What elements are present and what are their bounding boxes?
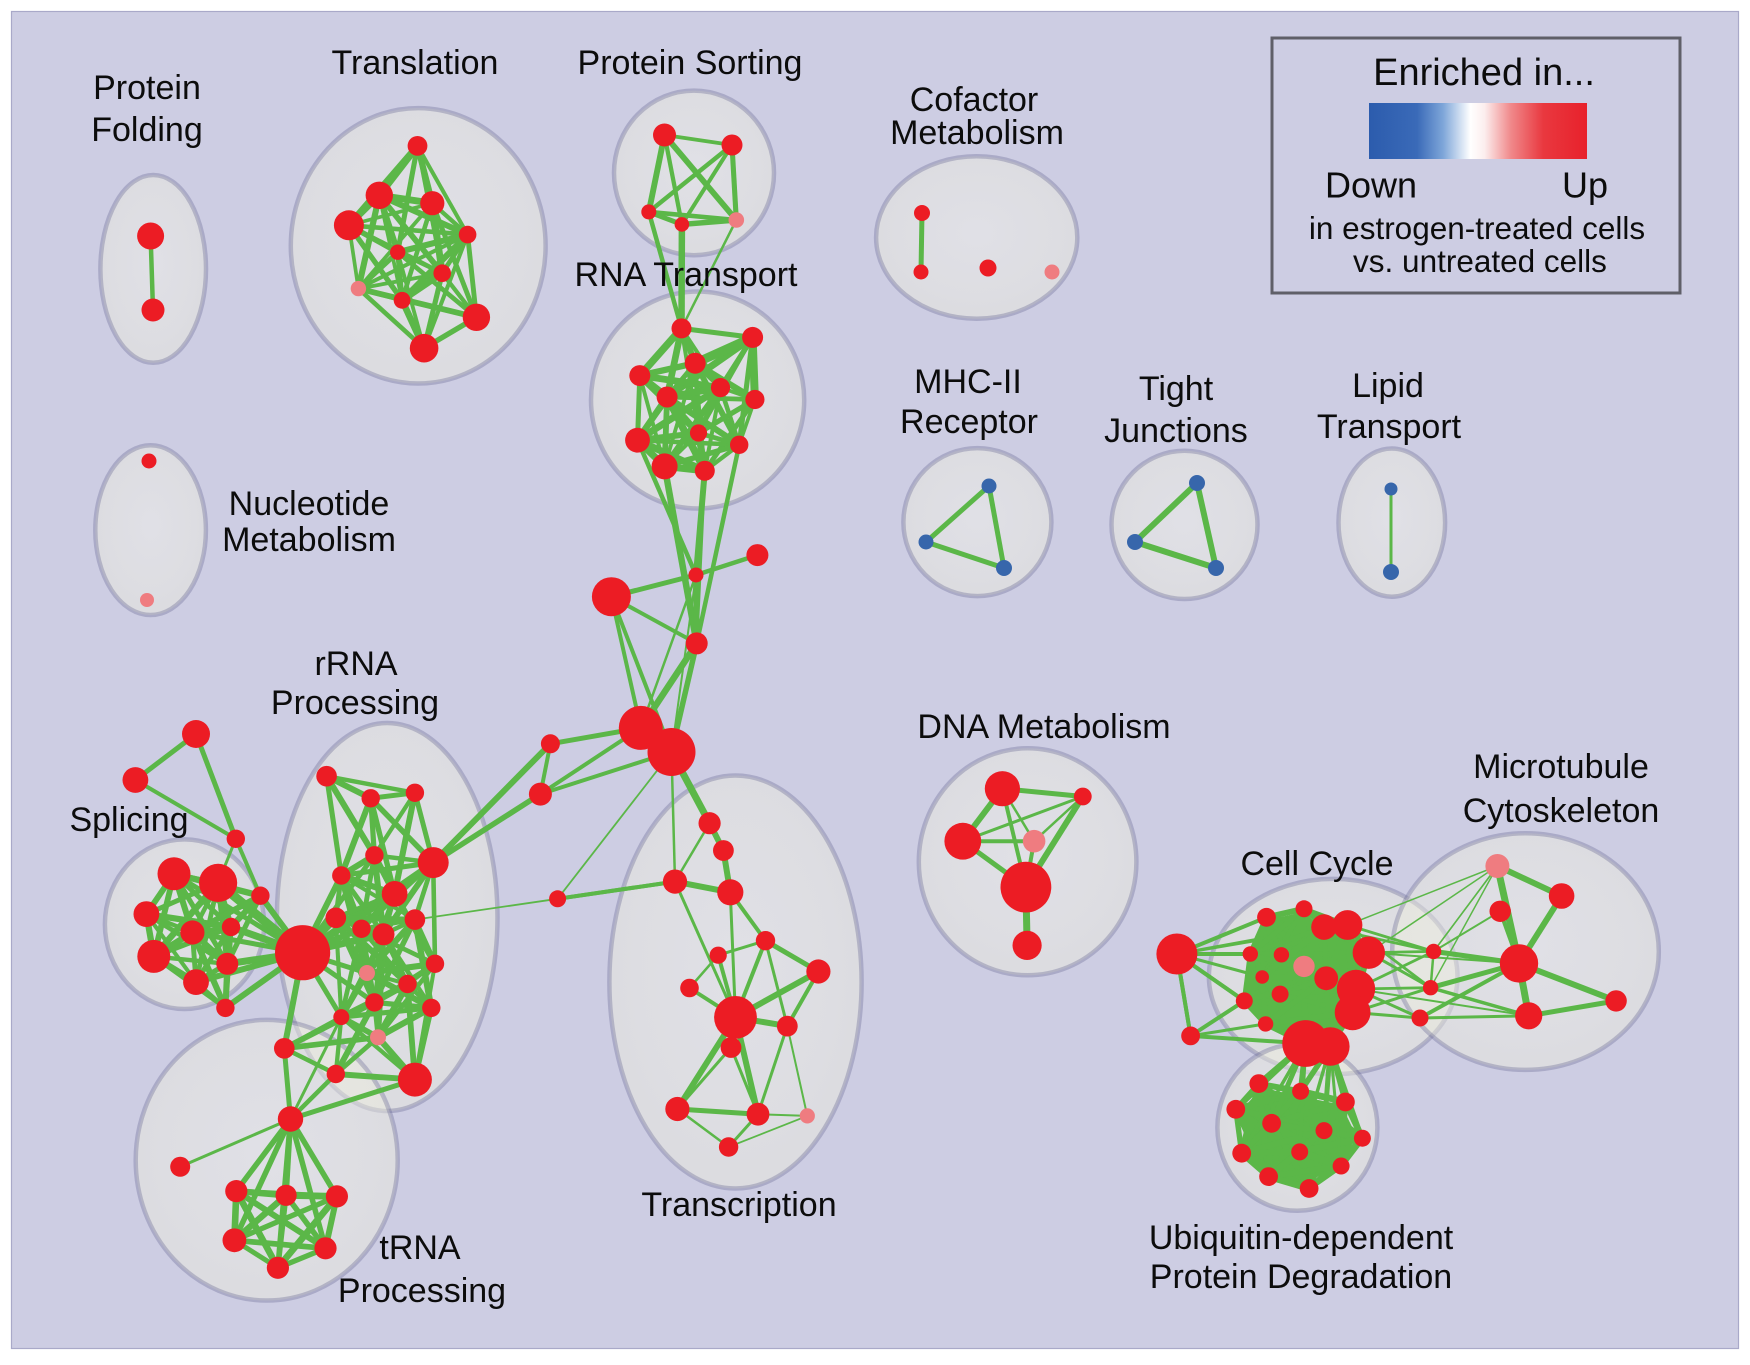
svg-text:Protein Degradation: Protein Degradation xyxy=(1150,1258,1452,1296)
svg-text:Receptor: Receptor xyxy=(900,403,1038,441)
svg-text:Processing: Processing xyxy=(271,684,439,722)
svg-text:Folding: Folding xyxy=(91,111,203,149)
svg-text:Metabolism: Metabolism xyxy=(890,114,1064,152)
svg-text:Transcription: Transcription xyxy=(641,1186,836,1224)
svg-text:Microtubule: Microtubule xyxy=(1473,748,1649,786)
svg-text:Lipid: Lipid xyxy=(1352,367,1424,405)
svg-text:Junctions: Junctions xyxy=(1104,412,1248,450)
svg-text:rRNA: rRNA xyxy=(314,645,397,683)
svg-text:DNA Metabolism: DNA Metabolism xyxy=(917,708,1170,746)
svg-text:Protein: Protein xyxy=(93,69,201,107)
svg-text:Transport: Transport xyxy=(1317,408,1462,446)
svg-text:vs. untreated cells: vs. untreated cells xyxy=(1353,243,1607,279)
svg-text:Metabolism: Metabolism xyxy=(222,521,396,559)
svg-text:MHC-II: MHC-II xyxy=(914,363,1022,401)
svg-text:Cell Cycle: Cell Cycle xyxy=(1240,845,1393,883)
svg-text:Translation: Translation xyxy=(332,44,499,82)
svg-text:Processing: Processing xyxy=(338,1272,506,1310)
svg-text:Up: Up xyxy=(1562,165,1608,206)
svg-text:RNA Transport: RNA Transport xyxy=(575,256,799,294)
svg-text:Splicing: Splicing xyxy=(69,801,188,839)
svg-text:Cytoskeleton: Cytoskeleton xyxy=(1463,792,1660,830)
svg-text:tRNA: tRNA xyxy=(379,1229,461,1267)
svg-text:Nucleotide: Nucleotide xyxy=(229,485,390,523)
svg-text:Enriched in...: Enriched in... xyxy=(1373,52,1595,94)
svg-text:in estrogen-treated cells: in estrogen-treated cells xyxy=(1309,210,1645,246)
svg-text:Ubiquitin-dependent: Ubiquitin-dependent xyxy=(1149,1219,1454,1257)
svg-text:Protein Sorting: Protein Sorting xyxy=(578,44,803,82)
svg-text:Tight: Tight xyxy=(1139,370,1214,408)
svg-text:Down: Down xyxy=(1325,165,1417,206)
